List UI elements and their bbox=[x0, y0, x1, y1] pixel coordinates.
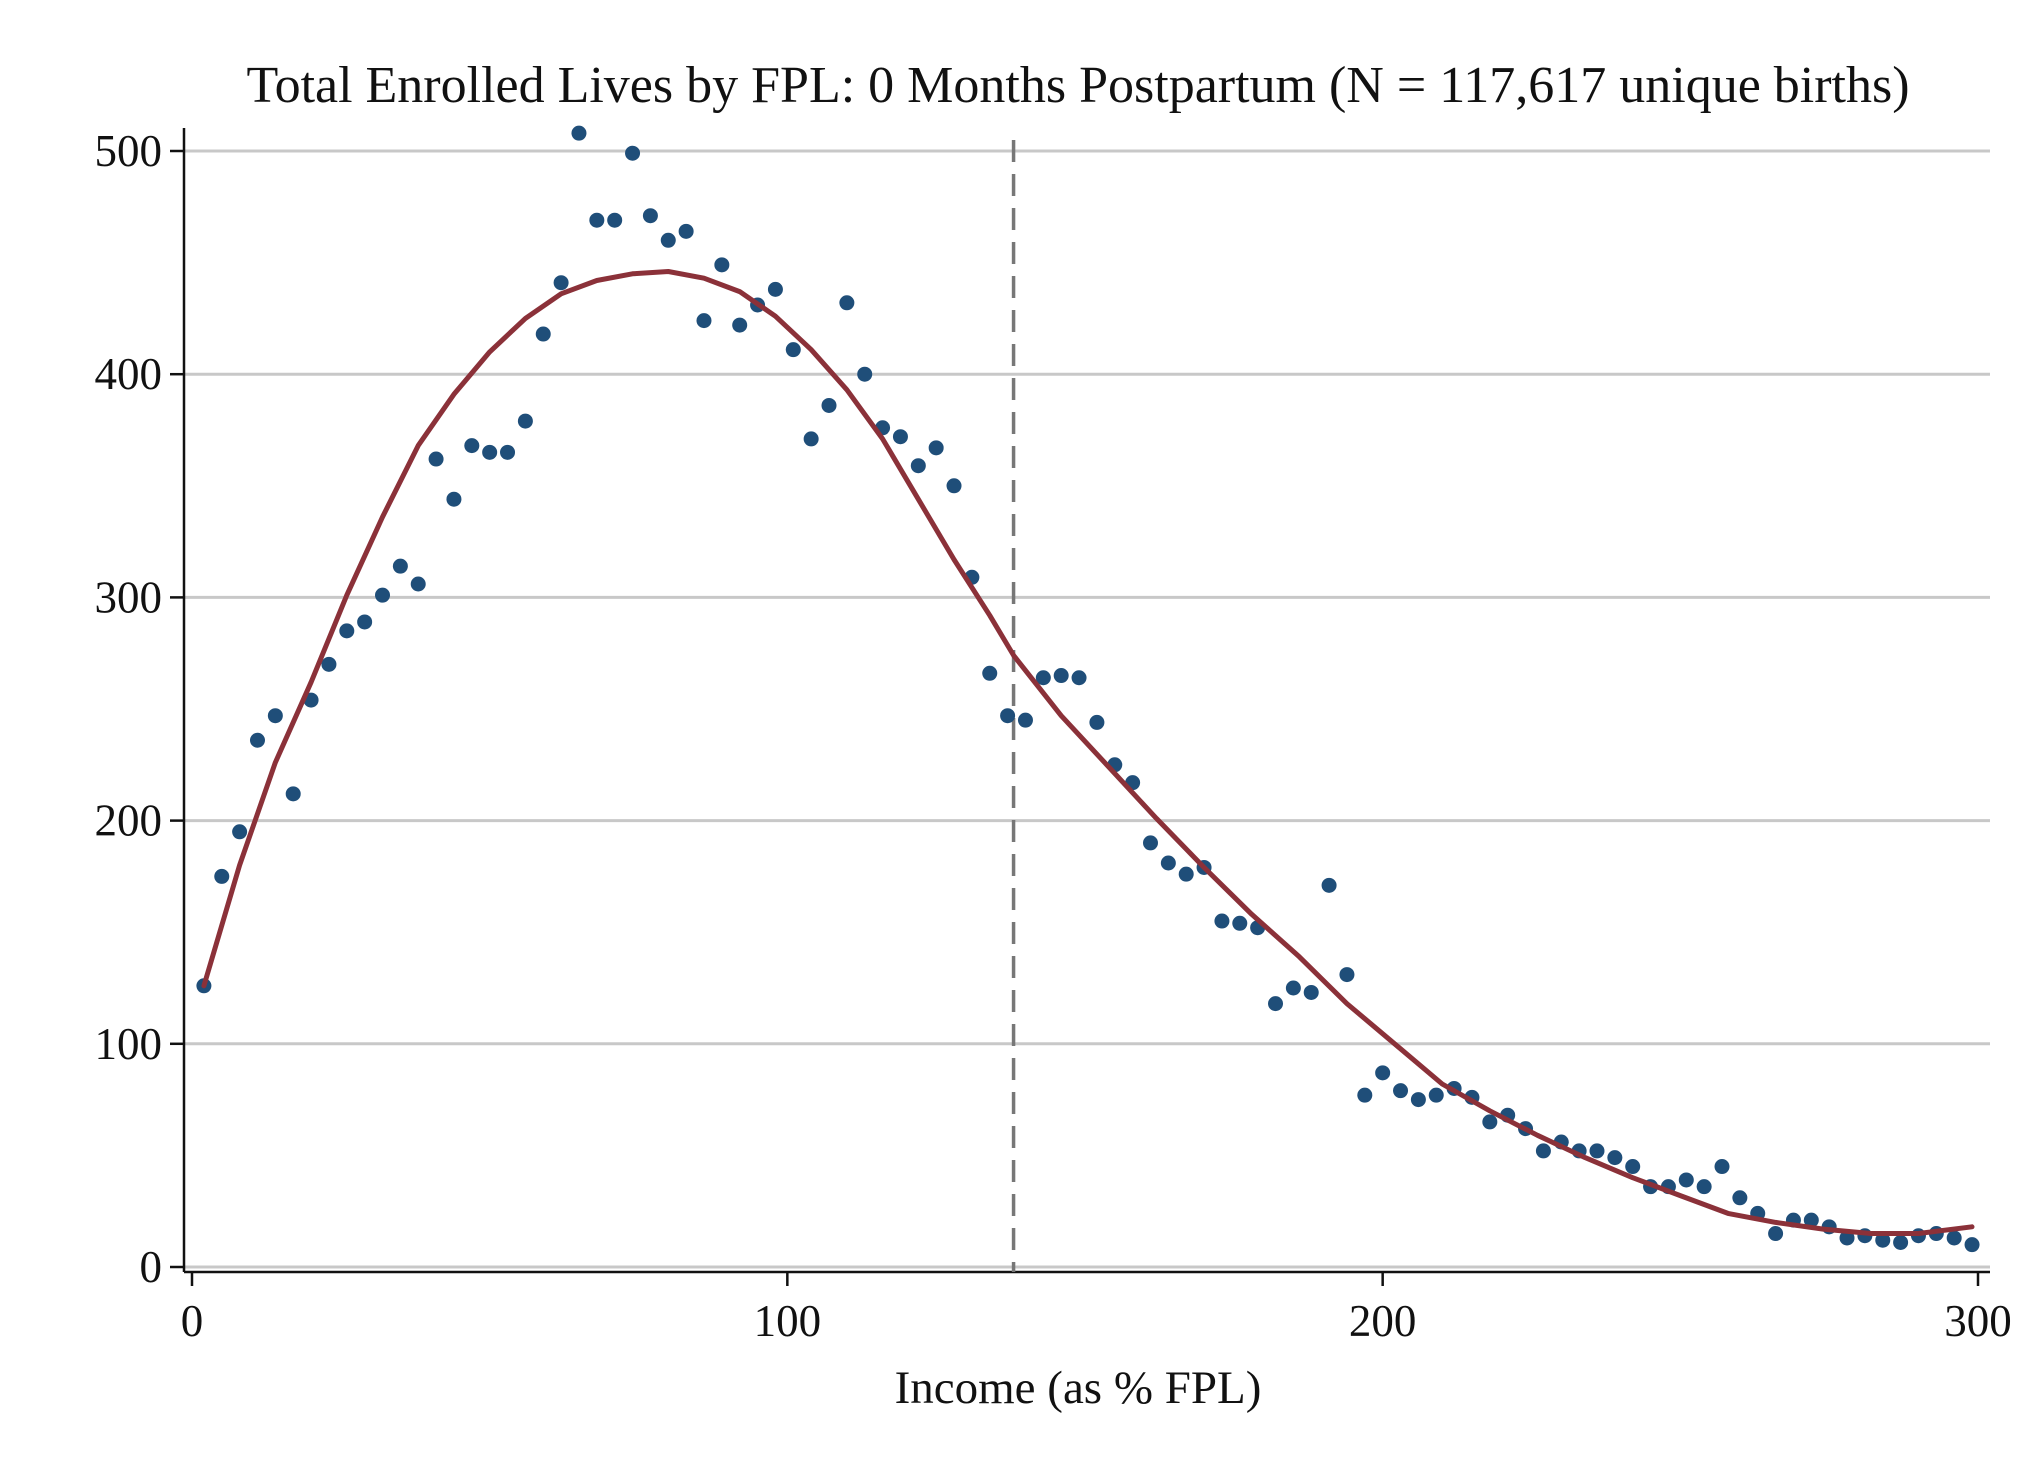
data-point bbox=[1607, 1150, 1623, 1166]
data-points bbox=[196, 125, 1980, 1253]
data-point bbox=[410, 576, 426, 592]
data-point bbox=[482, 444, 498, 460]
data-point bbox=[446, 491, 462, 507]
data-point bbox=[1946, 1230, 1962, 1246]
data-point bbox=[1089, 714, 1105, 730]
data-point bbox=[607, 212, 623, 228]
gridlines bbox=[184, 149, 1990, 1269]
data-point bbox=[660, 232, 676, 248]
data-point bbox=[428, 451, 444, 467]
data-point bbox=[857, 366, 873, 382]
data-point bbox=[1178, 866, 1194, 882]
data-point bbox=[803, 431, 819, 447]
data-point bbox=[1017, 712, 1033, 728]
data-point bbox=[357, 614, 373, 630]
fit-line bbox=[201, 269, 1975, 1236]
data-point bbox=[267, 708, 283, 724]
y-tick-label-100: 100 bbox=[95, 1019, 163, 1069]
data-point bbox=[1803, 1212, 1819, 1228]
data-point bbox=[1000, 708, 1016, 724]
y-tick-label-0: 0 bbox=[140, 1242, 163, 1292]
data-point bbox=[839, 295, 855, 311]
data-point bbox=[1839, 1230, 1855, 1246]
data-point bbox=[1482, 1114, 1498, 1130]
y-tick-label-300: 300 bbox=[95, 572, 163, 622]
data-point bbox=[589, 212, 605, 228]
data-point bbox=[535, 326, 551, 342]
data-point bbox=[1714, 1159, 1730, 1175]
data-point bbox=[1393, 1083, 1409, 1099]
data-point bbox=[1303, 984, 1319, 1000]
data-point bbox=[1232, 915, 1248, 931]
data-point bbox=[1071, 670, 1087, 686]
data-point bbox=[1893, 1234, 1909, 1250]
data-point bbox=[1142, 835, 1158, 851]
data-point bbox=[767, 281, 783, 297]
data-point bbox=[1964, 1237, 1980, 1253]
data-point bbox=[1035, 670, 1051, 686]
x-tick-label-100: 100 bbox=[754, 1296, 822, 1346]
data-point bbox=[1428, 1087, 1444, 1103]
data-point bbox=[517, 413, 533, 429]
y-tick-label-500: 500 bbox=[95, 126, 163, 176]
data-point bbox=[392, 558, 408, 574]
data-point bbox=[785, 342, 801, 358]
data-point bbox=[339, 623, 355, 639]
data-point bbox=[821, 397, 837, 413]
data-point bbox=[464, 438, 480, 454]
data-point bbox=[500, 444, 516, 460]
data-point bbox=[1160, 855, 1176, 871]
data-point bbox=[696, 313, 712, 329]
axes: 0 100 200 300 400 500 0 100 200 300 bbox=[95, 126, 2012, 1346]
y-tick-label-400: 400 bbox=[95, 349, 163, 399]
data-point bbox=[910, 458, 926, 474]
fit-line-group bbox=[201, 269, 1975, 1236]
x-axis-label: Income (as % FPL) bbox=[895, 1362, 1262, 1414]
data-point bbox=[1589, 1143, 1605, 1159]
chart-title: Total Enrolled Lives by FPL: 0 Months Po… bbox=[246, 57, 1909, 114]
data-point bbox=[1410, 1092, 1426, 1108]
data-point bbox=[1696, 1179, 1712, 1195]
data-point bbox=[714, 257, 730, 273]
data-point bbox=[928, 440, 944, 456]
data-point bbox=[571, 125, 587, 141]
x-tick-label-200: 200 bbox=[1349, 1296, 1417, 1346]
data-point bbox=[1268, 996, 1284, 1012]
data-point bbox=[1339, 967, 1355, 983]
data-point bbox=[1285, 980, 1301, 996]
data-point bbox=[285, 786, 301, 802]
data-point bbox=[249, 732, 265, 748]
data-point bbox=[1321, 877, 1337, 893]
data-point bbox=[1535, 1143, 1551, 1159]
data-point bbox=[1214, 913, 1230, 929]
x-tick-label-0: 0 bbox=[181, 1296, 204, 1346]
data-point bbox=[625, 145, 641, 161]
data-point bbox=[1875, 1232, 1891, 1248]
data-point bbox=[1375, 1065, 1391, 1081]
data-point bbox=[375, 587, 391, 603]
data-point bbox=[1768, 1226, 1784, 1242]
x-tick-label-300: 300 bbox=[1944, 1296, 2012, 1346]
data-point bbox=[214, 868, 230, 884]
data-point bbox=[1625, 1159, 1641, 1175]
data-point bbox=[553, 275, 569, 291]
data-point bbox=[642, 208, 658, 224]
data-point bbox=[1732, 1190, 1748, 1206]
data-point bbox=[1678, 1172, 1694, 1188]
data-point bbox=[732, 317, 748, 333]
data-point bbox=[892, 429, 908, 445]
data-point bbox=[232, 824, 248, 840]
data-point bbox=[1357, 1087, 1373, 1103]
data-point bbox=[1053, 668, 1069, 684]
data-point bbox=[321, 656, 337, 672]
data-point bbox=[946, 478, 962, 494]
data-point bbox=[678, 223, 694, 239]
y-tick-label-200: 200 bbox=[95, 796, 163, 846]
data-point bbox=[982, 665, 998, 681]
